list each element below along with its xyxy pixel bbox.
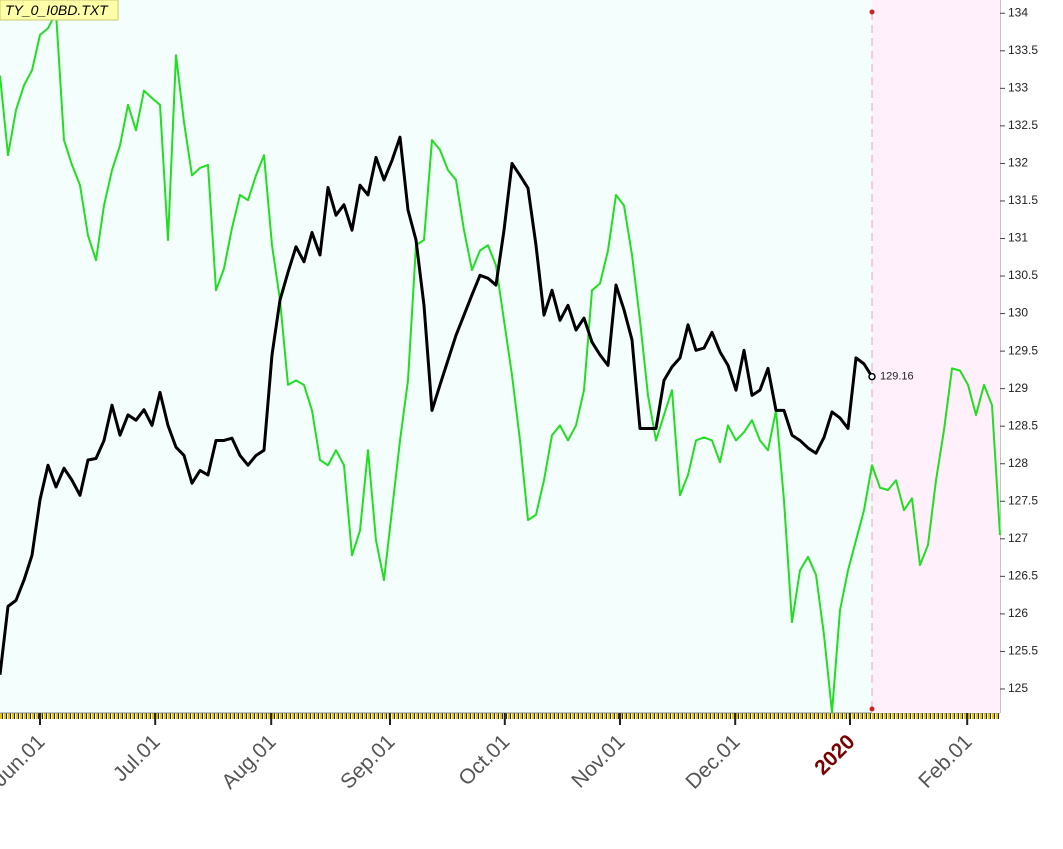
y-tick-label: 126 bbox=[1008, 606, 1028, 620]
x-tick-label: Oct.01 bbox=[454, 730, 514, 790]
series: 129.16 bbox=[0, 11, 1001, 714]
line-series bbox=[0, 135, 874, 675]
y-tick-label: 129 bbox=[1008, 381, 1028, 395]
x-tick-label: 2020 bbox=[810, 730, 859, 779]
y-tick-label: 126.5 bbox=[1008, 569, 1038, 583]
y-tick-label: 130 bbox=[1008, 306, 1028, 320]
y-tick-label: 125 bbox=[1008, 681, 1028, 695]
line-series bbox=[0, 11, 1001, 714]
y-tick-label: 132.5 bbox=[1008, 118, 1038, 132]
y-tick-label: 130.5 bbox=[1008, 268, 1038, 282]
x-tick-label: Dec.01 bbox=[681, 730, 744, 793]
x-tick-label: Feb.01 bbox=[914, 730, 977, 793]
y-tick-label: 127 bbox=[1008, 531, 1028, 545]
title-box bbox=[0, 0, 119, 21]
future-zone bbox=[869, 0, 1000, 713]
y-tick-label: 134 bbox=[1008, 5, 1028, 19]
x-tick-label: Nov.01 bbox=[567, 730, 629, 792]
y-tick-label: 127.5 bbox=[1008, 493, 1038, 507]
y-tick-label: 128 bbox=[1008, 456, 1028, 470]
future-background bbox=[872, 0, 1000, 713]
y-tick-label: 132 bbox=[1008, 156, 1028, 170]
cursor-dot bbox=[869, 706, 875, 712]
y-tick-label: 133.5 bbox=[1008, 43, 1038, 57]
x-tick-label: Jul.01 bbox=[109, 730, 165, 786]
minor-ticks bbox=[0, 713, 1000, 719]
cursor-dot bbox=[869, 9, 875, 15]
y-tick-label: 131.5 bbox=[1008, 193, 1038, 207]
x-tick-label: Sep.01 bbox=[336, 730, 399, 793]
x-tick-label: Jun.01 bbox=[0, 730, 50, 791]
chart-title: TY_0_I0BD.TXT bbox=[5, 2, 109, 18]
y-tick-label: 133 bbox=[1008, 81, 1028, 95]
y-tick-label: 131 bbox=[1008, 231, 1028, 245]
last-value-label: 129.16 bbox=[880, 371, 914, 383]
x-tick-label: Aug.01 bbox=[217, 730, 280, 793]
y-tick-label: 129.5 bbox=[1008, 343, 1038, 357]
last-point bbox=[868, 372, 876, 381]
y-tick-label: 128.5 bbox=[1008, 418, 1038, 432]
y-tick-label: 125.5 bbox=[1008, 644, 1038, 658]
plot-background bbox=[0, 0, 1000, 713]
